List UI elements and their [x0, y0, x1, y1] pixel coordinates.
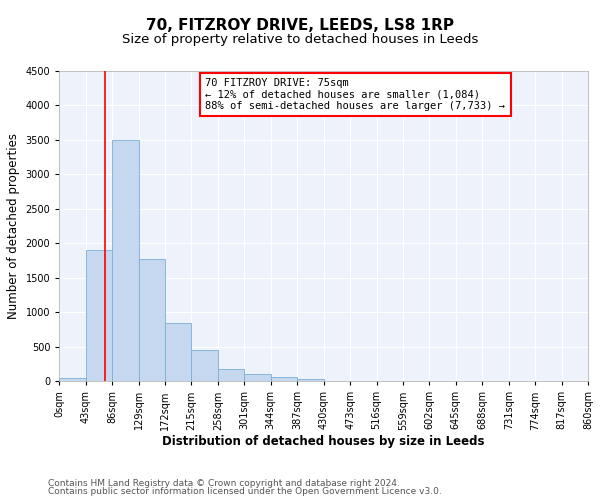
Text: Contains public sector information licensed under the Open Government Licence v3: Contains public sector information licen…: [48, 487, 442, 496]
Text: Size of property relative to detached houses in Leeds: Size of property relative to detached ho…: [122, 32, 478, 46]
Bar: [112, 140, 139, 381]
Bar: [59, 378, 86, 381]
Bar: [271, 378, 297, 381]
Bar: [297, 379, 323, 381]
X-axis label: Distribution of detached houses by size in Leeds: Distribution of detached houses by size …: [163, 435, 485, 448]
Bar: [86, 250, 112, 381]
Bar: [218, 369, 244, 381]
Y-axis label: Number of detached properties: Number of detached properties: [7, 133, 20, 319]
Bar: [139, 259, 165, 381]
Text: 70, FITZROY DRIVE, LEEDS, LS8 1RP: 70, FITZROY DRIVE, LEEDS, LS8 1RP: [146, 18, 454, 32]
Bar: [244, 374, 271, 381]
Bar: [191, 350, 218, 381]
Text: Contains HM Land Registry data © Crown copyright and database right 2024.: Contains HM Land Registry data © Crown c…: [48, 478, 400, 488]
Bar: [165, 322, 191, 381]
Text: 70 FITZROY DRIVE: 75sqm
← 12% of detached houses are smaller (1,084)
88% of semi: 70 FITZROY DRIVE: 75sqm ← 12% of detache…: [205, 78, 505, 111]
